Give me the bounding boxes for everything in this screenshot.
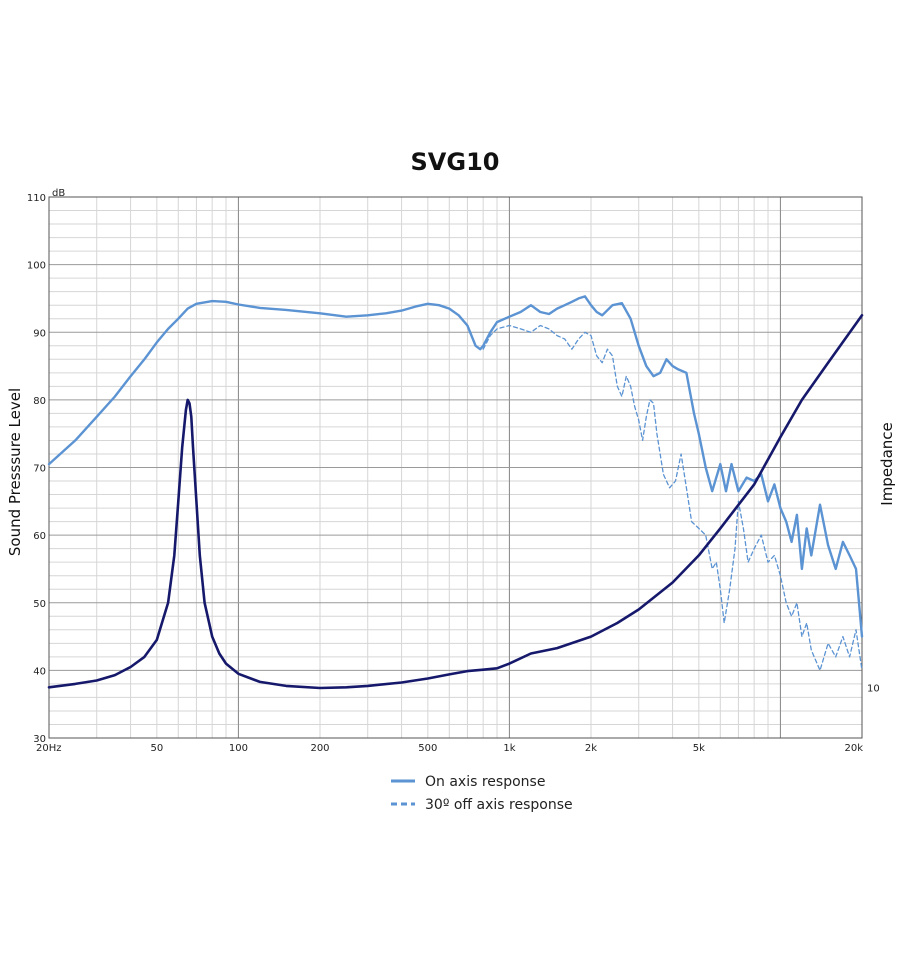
y-tick-label: 70 [33,464,46,475]
x-tick-label: 50 [150,743,163,754]
y-tick-label: 80 [33,396,46,407]
x-tick-label: 5k [693,743,705,754]
y-unit-label: dB [52,188,65,199]
y-tick-label: 60 [33,531,46,542]
plot-frame [48,196,863,739]
right-axis-tick-label: 10 [867,683,880,694]
x-tick-label: 2k [585,743,597,754]
y-tick-label: 110 [27,193,46,204]
y-tick-label: 90 [33,328,46,339]
on-axis-response-line [47,295,864,638]
y-axis-label-right: Impedance [878,422,896,505]
chart-title: SVG10 [411,148,500,176]
y-axis-ticks: 110 100 90 80 70 60 50 40 30 [27,193,46,745]
impedance-curve-line [47,313,864,690]
x-tick-label: 1k [503,743,515,754]
x-tick-label: 200 [310,743,329,754]
x-tick-label: 100 [229,743,248,754]
series-layer [47,295,864,690]
x-tick-label: 20Hz [36,743,62,754]
x-tick-label: 500 [418,743,437,754]
x-tick-label: 20k [844,743,863,754]
legend-label-off-axis: 30º off axis response [425,797,573,813]
legend: On axis response 30º off axis response [391,774,573,813]
y-axis-label-left: Sound Presssure Level [6,388,24,556]
y-tick-label: 30 [33,734,46,745]
x-axis-ticks: 20Hz 50 100 200 500 1k 2k 5k 20k [36,743,863,754]
y-tick-label: 40 [33,666,46,677]
y-tick-label: 100 [27,261,46,272]
y-tick-label: 50 [33,599,46,610]
legend-label-on-axis: On axis response [425,774,545,790]
off-axis-response-line [482,324,863,672]
